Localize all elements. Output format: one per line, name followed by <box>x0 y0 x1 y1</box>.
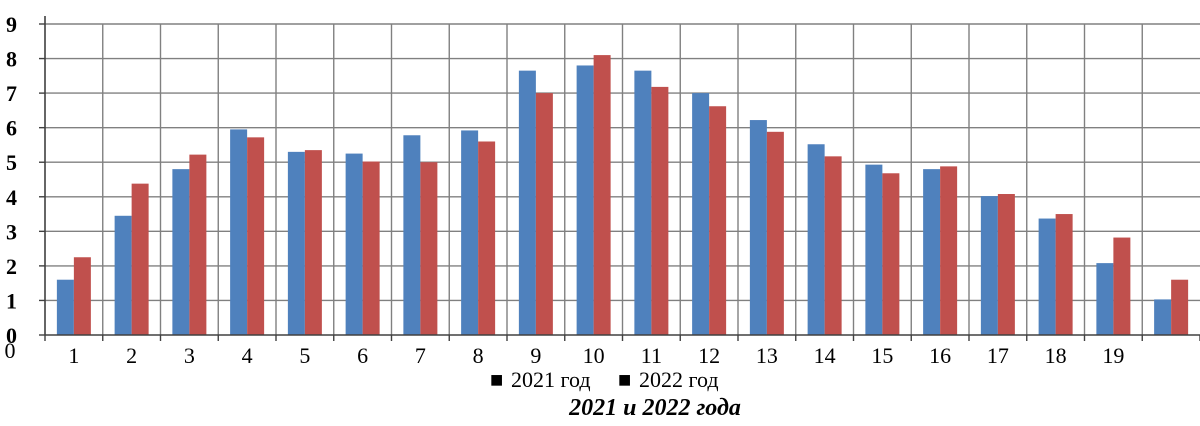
x-tick-labels: 0 1 2 3 4 5 6 7 8 9 10 11 12 13 14 15 16 17 18 19 <box>5 338 1125 368</box>
y-tick-label-3: 3 <box>6 219 17 244</box>
legend: ■ 2021 год ■ 2022 год <box>490 367 719 392</box>
bar-2021-4 <box>230 129 248 335</box>
bar-2022-17 <box>997 194 1015 335</box>
x-tick-label-14: 14 <box>814 343 836 368</box>
bar-2021-15 <box>865 164 883 335</box>
y-tick-label-2: 2 <box>6 254 17 279</box>
legend-label-2021: 2021 год <box>511 367 591 392</box>
bar-2022-15 <box>882 173 900 335</box>
bar-2022-11 <box>651 86 669 335</box>
x-tick-label-19: 19 <box>1102 343 1124 368</box>
bar-2021-3 <box>172 169 190 335</box>
chart-title: 2021 и 2022 года <box>568 395 741 421</box>
legend-label-2022: 2022 год <box>639 367 719 392</box>
y-tick-label-6: 6 <box>6 116 17 141</box>
x-tick-label-4: 4 <box>242 343 253 368</box>
bar-2021-6 <box>345 153 363 335</box>
y-tick-label-7: 7 <box>6 81 17 106</box>
x-tick-label-1: 1 <box>68 343 79 368</box>
legend-marker-2022: ■ <box>618 367 631 392</box>
bar-2022-16 <box>940 166 958 335</box>
bar-2021-5 <box>287 151 305 335</box>
x-tick-label-10: 10 <box>583 343 605 368</box>
bar-2022-19 <box>1113 237 1131 335</box>
x-tick-label-2: 2 <box>126 343 137 368</box>
grid-lines <box>45 23 1200 335</box>
bar-2022-12 <box>709 106 727 336</box>
y-tick-label-9: 9 <box>6 12 17 37</box>
bar-2021-1 <box>56 279 74 335</box>
bar-2021-18 <box>1038 218 1056 335</box>
bar-2021-19 <box>1096 263 1114 335</box>
axes <box>39 16 1200 341</box>
bar-2022-18 <box>1055 214 1073 335</box>
bar-2022-9 <box>535 93 553 335</box>
bar-2021-9 <box>518 70 536 336</box>
bar-2021-7 <box>403 135 421 335</box>
x-tick-label-16: 16 <box>929 343 951 368</box>
x-tick-label-18: 18 <box>1045 343 1067 368</box>
bar-2021-11 <box>634 70 652 336</box>
bar-2021-20 <box>1154 299 1172 335</box>
y-tick-label-4: 4 <box>6 185 17 210</box>
x-tick-label-13: 13 <box>756 343 778 368</box>
legend-marker-2021: ■ <box>490 367 503 392</box>
x-tick-label-7: 7 <box>415 343 426 368</box>
x-tick-label-3: 3 <box>184 343 195 368</box>
bar-2021-13 <box>749 120 767 335</box>
y-tick-label-8: 8 <box>6 47 17 72</box>
x-tick-label-17: 17 <box>987 343 1009 368</box>
bar-2022-8 <box>478 141 496 335</box>
bar-2022-6 <box>362 161 380 335</box>
bar-2022-10 <box>593 55 611 335</box>
x-tick-label-6: 6 <box>357 343 368 368</box>
bar-2022-4 <box>247 137 265 335</box>
bar-2022-13 <box>766 131 784 335</box>
x-origin-label: 0 <box>5 338 16 363</box>
bar-2022-1 <box>73 257 91 335</box>
bar-2021-12 <box>692 93 710 335</box>
y-tick-label-5: 5 <box>6 150 17 175</box>
bar-2021-10 <box>576 65 594 335</box>
x-tick-label-15: 15 <box>871 343 893 368</box>
bar-2021-16 <box>923 169 941 335</box>
y-tick-label-1: 1 <box>6 288 17 313</box>
bar-2022-20 <box>1171 279 1189 335</box>
x-tick-label-11: 11 <box>641 343 662 368</box>
bar-2021-17 <box>980 196 998 335</box>
y-tick-label-0: 0 <box>6 323 17 348</box>
bar-2021-2 <box>114 215 132 335</box>
x-tick-label-12: 12 <box>698 343 720 368</box>
x-tick-label-8: 8 <box>473 343 484 368</box>
bar-2022-5 <box>304 150 322 335</box>
x-tick-label-5: 5 <box>299 343 310 368</box>
bar-2021-8 <box>461 130 479 335</box>
bar-2021-14 <box>807 144 825 335</box>
bar-2022-3 <box>189 154 207 335</box>
x-tick-label-9: 9 <box>530 343 541 368</box>
bar-2022-14 <box>824 156 842 335</box>
y-tick-labels: 0 1 2 3 4 5 6 7 8 9 <box>6 12 17 348</box>
bars <box>56 55 1189 336</box>
bar-2022-7 <box>420 162 438 335</box>
bar-2022-2 <box>131 183 149 335</box>
